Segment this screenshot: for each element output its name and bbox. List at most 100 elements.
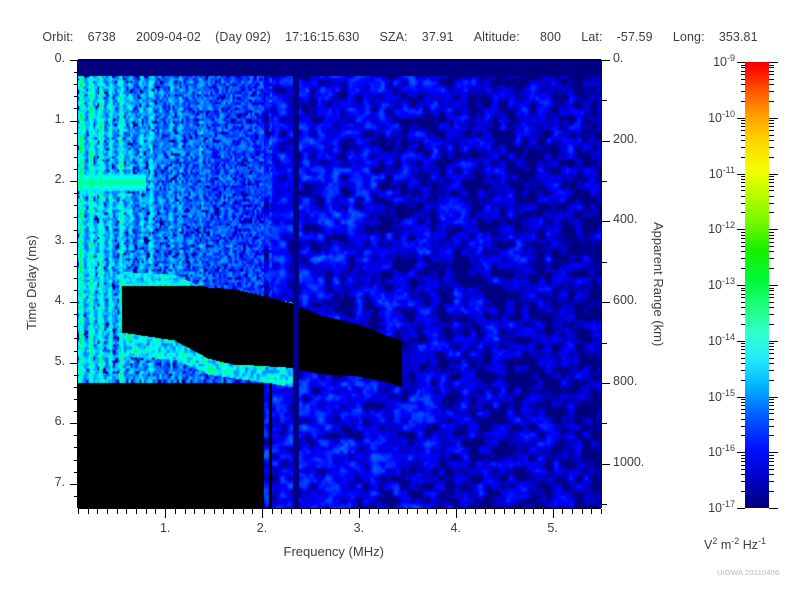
colorbar-tick-minor-right [769,71,774,72]
y2-tick-major [602,60,610,61]
x-tick-minor [543,509,544,514]
colorbar-tick-minor-left [741,67,745,68]
colorbar-tick-right [769,285,778,286]
colorbar-tick-minor-left [741,346,745,347]
x-axis-title: Frequency (MHz) [283,544,384,559]
colorbar-tick-minor-left [741,130,745,131]
y-tick-minor [74,266,78,267]
colorbar-tick-label: 10-17 [688,499,735,515]
colorbar-tick-minor-left [741,101,745,102]
colorbar-tick-minor-right [769,435,774,436]
colorbar-tick-minor-left [741,288,745,289]
y-tick-minor [74,338,78,339]
x-tick-minor [533,509,534,514]
colorbar-tick-minor-left [741,212,745,213]
colorbar-tick-minor-right [769,380,774,381]
colorbar-tick-minor-right [769,186,774,187]
colorbar-tick-exponent: -16 [721,443,735,454]
colorbar-tick-minor-left [741,238,745,239]
colorbar-tick-minor-right [769,135,774,136]
colorbar-tick-minor-right [769,65,774,66]
colorbar-tick-minor-right [769,140,774,141]
y2-tick-minor [602,181,607,182]
colorbar-tick-minor-left [741,157,745,158]
x-tick-minor [349,509,350,514]
y2-tick-minor [602,504,607,505]
colorbar-tick-minor-left [741,461,745,462]
colorbar-tick-minor-right [769,203,774,204]
colorbar-tick-minor-left [741,399,745,400]
colorbar-tick-minor-right [769,101,774,102]
y-tick-major [70,302,78,303]
y-tick-minor [74,496,78,497]
x-tick-minor [175,509,176,514]
x-tick-minor [185,509,186,514]
colorbar-tick-minor-right [769,268,774,269]
colorbar-tick-minor-left [741,290,745,291]
y2-tick-minor [602,343,607,344]
colorbar-tick-minor-left [741,297,745,298]
x-tick-minor [465,509,466,514]
day-of-year: (Day 092) [215,30,271,44]
colorbar-tick-minor-right [769,288,774,289]
colorbar-tick-minor-right [769,67,774,68]
y-tick-minor [74,145,78,146]
colorbar-tick-minor-left [741,65,745,66]
x-tick-label: 2. [256,521,268,535]
x-tick-minor [369,509,370,514]
x-tick-minor [572,509,573,514]
colorbar-tick-left [737,397,745,398]
colorbar-tick-mantissa: 10 [708,166,723,181]
y-tick-major [70,181,78,182]
colorbar-tick-minor-left [741,186,745,187]
colorbar-tick-minor-left [741,246,745,247]
colorbar-tick-minor-left [741,455,745,456]
y-tick-minor [74,326,78,327]
x-tick-minor [252,509,253,514]
x-tick-minor [243,509,244,514]
colorbar-tick-exponent: -17 [721,499,735,509]
colorbar-tick-minor-right [769,346,774,347]
x-tick-minor [126,509,127,514]
y-tick-major [70,242,78,243]
colorbar-tick-mantissa: 10 [713,55,727,70]
colorbar-tick-minor-right [769,491,774,492]
x-tick-label: 3. [353,521,365,535]
unit-m: m [720,538,732,553]
colorbar-tick-minor-right [769,469,774,470]
colorbar-tick-minor-right [769,399,774,400]
x-tick-minor [436,509,437,514]
y2-tick-major [602,221,610,222]
y-tick-minor [74,72,78,73]
colorbar-tick-minor-left [741,465,745,466]
x-tick-minor [291,509,292,514]
x-tick-major [262,509,263,518]
colorbar-tick-left [737,285,745,286]
y-tick-minor [74,217,78,218]
y-tick-label: 3. [54,232,65,247]
colorbar-tick-minor-right [769,458,774,459]
plot-frame-left [77,60,78,508]
x-tick-minor [88,509,89,514]
y-tick-major [70,60,78,61]
y-tick-label: 0. [54,51,65,65]
x-tick-minor [204,509,205,514]
colorbar-tick-right [769,452,778,453]
colorbar-tick-minor-right [769,370,774,371]
colorbar-tick-minor-left [741,349,745,350]
sza-value: 37.91 [421,30,454,44]
colorbar-tick-minor-left [741,91,745,92]
colorbar-tick-left [737,452,745,453]
x-tick-major [165,509,166,518]
colorbar-tick-minor-left [741,176,745,177]
colorbar-tick-minor-left [741,147,745,148]
y2-tick-major [602,141,610,142]
y2-tick-minor [602,100,607,101]
colorbar-tick-minor-left [741,343,745,344]
x-tick-label: 4. [450,521,461,535]
y2-tick-minor [602,423,607,424]
colorbar-tick-label: 10-11 [688,165,735,181]
x-tick-minor [407,509,408,514]
colorbar-tick-minor-left [741,426,745,427]
colorbar-tick-minor-left [741,135,745,136]
